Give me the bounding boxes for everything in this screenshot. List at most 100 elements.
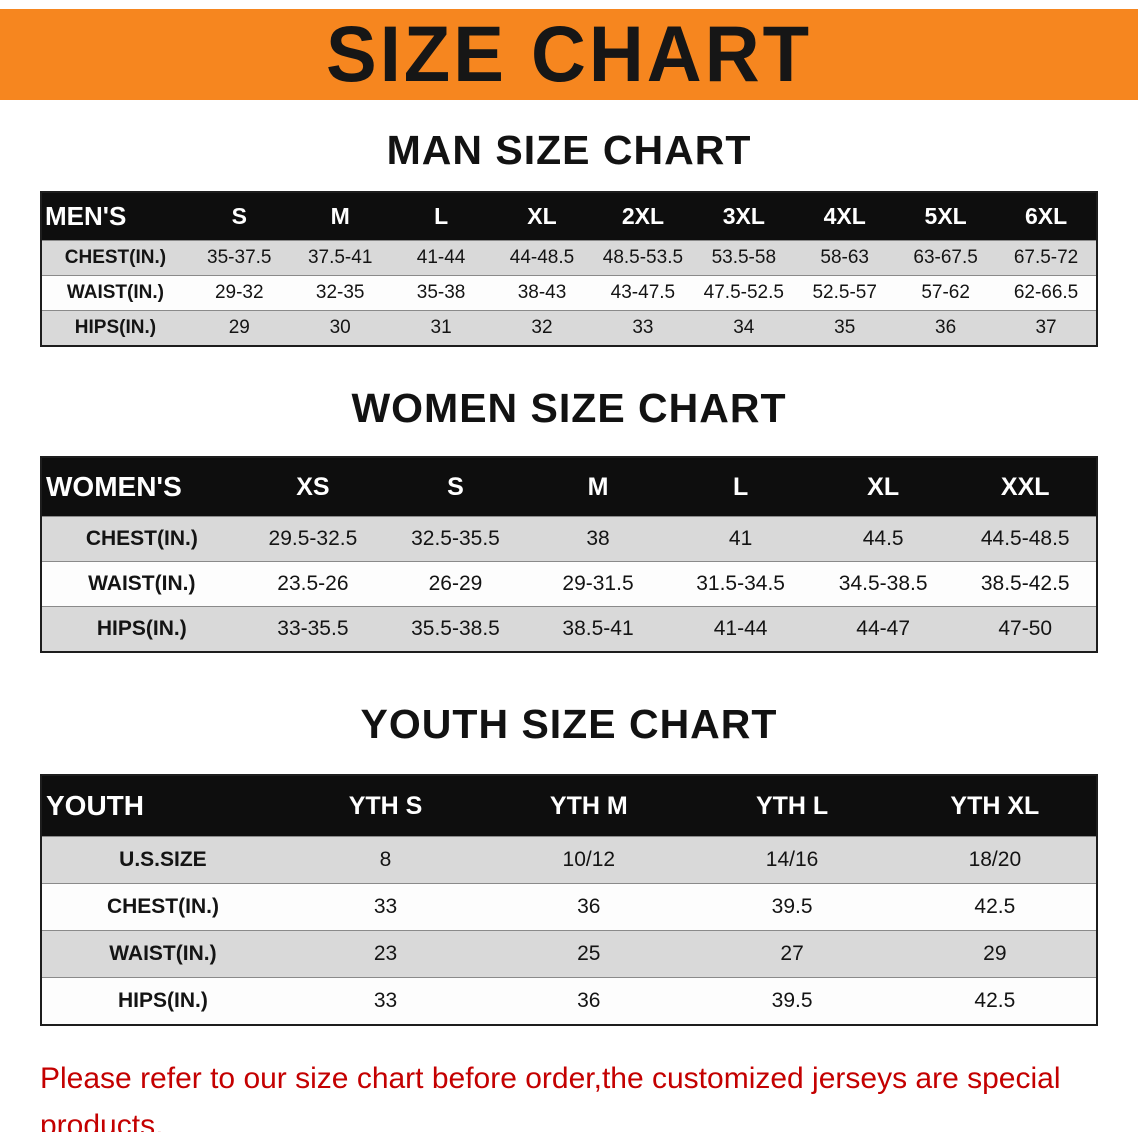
table-row: HIPS(IN.) 29 30 31 32 33 34 35 36 37 xyxy=(41,310,1097,346)
row-label: HIPS(IN.) xyxy=(41,977,284,1025)
size-value-cell: 63-67.5 xyxy=(895,240,997,276)
women-size-section: WOMEN SIZE CHART WOMEN'S XS S M L XL XXL CHEST(… xyxy=(0,385,1138,653)
size-value-cell: 33 xyxy=(283,883,488,931)
size-value-cell: 44-47 xyxy=(811,606,955,652)
size-value-cell: 32-35 xyxy=(289,275,391,311)
size-value-cell: 53.5-58 xyxy=(693,240,795,276)
size-value-cell: 10/12 xyxy=(487,836,691,884)
table-corner-label: WOMEN'S xyxy=(41,457,242,517)
size-value-cell: 58-63 xyxy=(794,240,896,276)
size-value-cell: 36 xyxy=(487,883,691,931)
size-value-cell: 34.5-38.5 xyxy=(811,561,955,607)
size-value-cell: 38.5-41 xyxy=(526,606,670,652)
size-column-header: YTH L xyxy=(690,775,894,837)
size-value-cell: 42.5 xyxy=(893,977,1097,1025)
row-label: CHEST(IN.) xyxy=(41,883,284,931)
table-corner-label: MEN'S xyxy=(41,192,189,241)
youth-size-section: YOUTH SIZE CHART YOUTH YTH S YTH M YTH L YTH… xyxy=(0,701,1138,1026)
size-value-cell: 18/20 xyxy=(893,836,1097,884)
table-row: WAIST(IN.) 29-32 32-35 35-38 38-43 43-47.5 47.… xyxy=(41,275,1097,311)
size-value-cell: 57-62 xyxy=(895,275,997,311)
youth-size-heading: YOUTH SIZE CHART xyxy=(360,701,778,747)
table-row: U.S.SIZE 8 10/12 14/16 18/20 xyxy=(41,836,1097,884)
size-column-header: L xyxy=(669,457,812,517)
size-value-cell: 52.5-57 xyxy=(794,275,896,311)
row-label: U.S.SIZE xyxy=(41,836,284,884)
size-column-header: XL xyxy=(811,457,955,517)
size-value-cell: 29 xyxy=(188,310,290,346)
size-value-cell: 42.5 xyxy=(893,883,1097,931)
table-row: WAIST(IN.) 23.5-26 26-29 29-31.5 31.5-34.5 34… xyxy=(41,561,1097,607)
size-value-cell: 38 xyxy=(526,516,670,562)
size-value-cell: 44.5 xyxy=(811,516,955,562)
size-value-cell: 31 xyxy=(390,310,492,346)
size-value-cell: 47-50 xyxy=(954,606,1097,652)
table-header-row: WOMEN'S XS S M L XL XXL xyxy=(41,457,1097,517)
size-value-cell: 37 xyxy=(996,310,1097,346)
row-label: HIPS(IN.) xyxy=(41,310,189,346)
table-row: CHEST(IN.) 29.5-32.5 32.5-35.5 38 41 44.5 44.5… xyxy=(41,516,1097,562)
size-value-cell: 27 xyxy=(690,930,894,978)
size-value-cell: 35 xyxy=(794,310,896,346)
size-column-header: S xyxy=(188,192,290,241)
size-column-header: 3XL xyxy=(693,192,795,241)
size-value-cell: 29 xyxy=(893,930,1097,978)
size-value-cell: 44-48.5 xyxy=(491,240,593,276)
size-value-cell: 32.5-35.5 xyxy=(384,516,527,562)
size-value-cell: 29-32 xyxy=(188,275,290,311)
size-value-cell: 30 xyxy=(289,310,391,346)
size-column-header: XL xyxy=(491,192,593,241)
size-value-cell: 44.5-48.5 xyxy=(954,516,1097,562)
size-value-cell: 43-47.5 xyxy=(592,275,694,311)
size-value-cell: 36 xyxy=(895,310,997,346)
table-row: WAIST(IN.) 23 25 27 29 xyxy=(41,930,1097,978)
page-title: SIZE CHART xyxy=(326,10,812,99)
table-corner-label: YOUTH xyxy=(41,775,284,837)
table-row: CHEST(IN.) 35-37.5 37.5-41 41-44 44-48.5 48.5… xyxy=(41,240,1097,276)
size-column-header: M xyxy=(526,457,670,517)
table-header-row: YOUTH YTH S YTH M YTH L YTH XL xyxy=(41,775,1097,837)
size-value-cell: 29-31.5 xyxy=(526,561,670,607)
size-value-cell: 37.5-41 xyxy=(289,240,391,276)
size-column-header: XXL xyxy=(954,457,1097,517)
size-column-header: XS xyxy=(241,457,385,517)
size-value-cell: 35-37.5 xyxy=(188,240,290,276)
size-column-header: YTH S xyxy=(283,775,488,837)
size-value-cell: 39.5 xyxy=(690,883,894,931)
size-value-cell: 26-29 xyxy=(384,561,527,607)
row-label: CHEST(IN.) xyxy=(41,240,189,276)
size-value-cell: 41-44 xyxy=(669,606,812,652)
size-table: WOMEN'S XS S M L XL XXL CHEST(IN.) 29.5-32.5 32.5… xyxy=(40,456,1098,653)
size-value-cell: 38-43 xyxy=(491,275,593,311)
size-value-cell: 31.5-34.5 xyxy=(669,561,812,607)
table-row: HIPS(IN.) 33 36 39.5 42.5 xyxy=(41,977,1097,1025)
youth-size-table: YOUTH YTH S YTH M YTH L YTH XL U.S.SIZE 8 10/12… xyxy=(40,774,1098,1026)
size-value-cell: 8 xyxy=(283,836,488,884)
man-size-heading: MAN SIZE CHART xyxy=(386,127,752,173)
size-value-cell: 41-44 xyxy=(390,240,492,276)
size-value-cell: 33 xyxy=(592,310,694,346)
size-table: YOUTH YTH S YTH M YTH L YTH XL U.S.SIZE 8 10/12… xyxy=(40,774,1098,1026)
disclaimer-line-1: Please refer to our size chart before or… xyxy=(40,1062,1061,1132)
disclaimer-note: Please refer to our size chart before or… xyxy=(40,1056,1100,1132)
size-column-header: L xyxy=(390,192,492,241)
size-column-header: 2XL xyxy=(592,192,694,241)
size-value-cell: 67.5-72 xyxy=(996,240,1097,276)
row-label: WAIST(IN.) xyxy=(41,930,284,978)
size-column-header: M xyxy=(289,192,391,241)
size-value-cell: 33-35.5 xyxy=(241,606,385,652)
size-value-cell: 23 xyxy=(283,930,488,978)
table-row: CHEST(IN.) 33 36 39.5 42.5 xyxy=(41,883,1097,931)
banner: SIZE CHART xyxy=(0,9,1138,100)
size-column-header: YTH M xyxy=(487,775,691,837)
size-value-cell: 41 xyxy=(669,516,812,562)
table-header-row: MEN'S S M L XL 2XL 3XL 4XL 5XL 6XL xyxy=(41,192,1097,241)
size-value-cell: 38.5-42.5 xyxy=(954,561,1097,607)
size-value-cell: 29.5-32.5 xyxy=(241,516,385,562)
row-label: CHEST(IN.) xyxy=(41,516,242,562)
size-value-cell: 62-66.5 xyxy=(996,275,1097,311)
size-value-cell: 32 xyxy=(491,310,593,346)
size-column-header: 4XL xyxy=(794,192,896,241)
size-value-cell: 34 xyxy=(693,310,795,346)
